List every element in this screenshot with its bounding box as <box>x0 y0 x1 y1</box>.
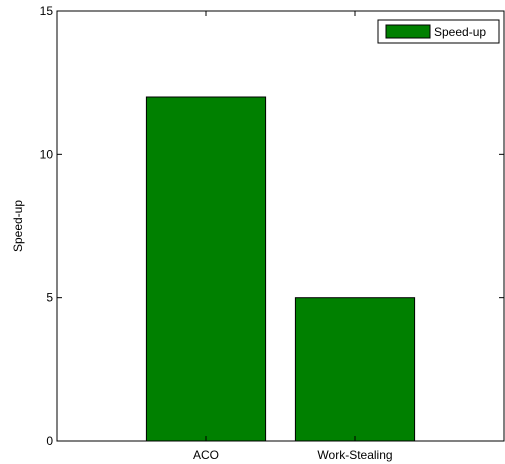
y-tick-label: 0 <box>46 434 53 448</box>
y-tick-label: 15 <box>40 4 54 18</box>
x-tick-label: Work-Stealing <box>317 448 392 462</box>
bar-work-stealing <box>294 297 416 442</box>
y-tick-label: 10 <box>40 147 54 161</box>
y-axis-ticks: 0 5 10 15 <box>40 4 504 448</box>
plot-area <box>56 10 505 442</box>
bar-group <box>145 96 416 442</box>
y-axis-label: Speed-up <box>11 200 25 252</box>
x-axis-ticks: ACO Work-Stealing <box>193 11 393 462</box>
legend-swatch <box>385 24 431 39</box>
bar-aco <box>145 96 267 442</box>
y-tick-label: 5 <box>46 291 53 305</box>
x-tick-label: ACO <box>193 448 219 462</box>
legend-label: Speed-up <box>434 25 486 39</box>
legend: Speed-up <box>377 19 500 44</box>
